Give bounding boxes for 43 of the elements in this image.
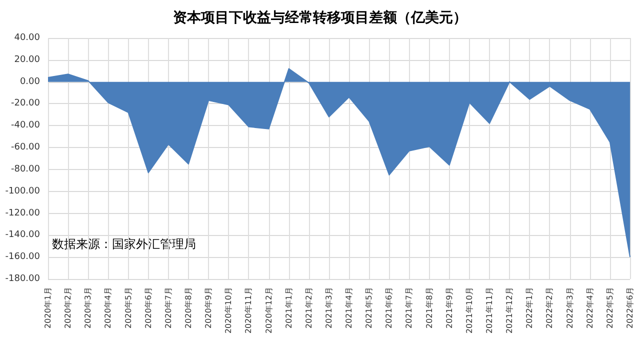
x-tick-label: 2022年2月 [545, 287, 554, 328]
chart-title: 资本项目下收益与经常转移项目差额（亿美元） [173, 9, 467, 26]
x-tick-label: 2020年2月 [64, 287, 73, 328]
x-tick-label: 2020年10月 [224, 287, 234, 334]
x-tick-label: 2022年6月 [626, 287, 634, 328]
x-tick-label: 2020年3月 [84, 287, 93, 328]
x-tick-label: 2022年1月 [525, 287, 534, 328]
x-tick-label: 2022年3月 [565, 287, 574, 328]
x-tick-label: 2022年5月 [605, 287, 614, 328]
x-tick-label: 2020年9月 [204, 287, 214, 328]
x-tick-label: 2021年9月 [444, 287, 454, 328]
y-tick-label: -160.00 [5, 252, 40, 262]
x-tick-label: 2021年2月 [304, 287, 314, 328]
x-tick-label: 2020年11月 [244, 287, 254, 334]
x-tick-label: 2021年12月 [505, 287, 514, 334]
y-tick-label: 40.00 [14, 33, 40, 43]
x-tick-label: 2020年7月 [164, 287, 173, 328]
y-tick-label: -20.00 [10, 98, 40, 109]
y-tick-label: 20.00 [14, 54, 40, 65]
x-tick-label: 2021年11月 [485, 287, 494, 334]
x-tick-label: 2020年4月 [104, 287, 113, 328]
x-tick-label: 2020年1月 [44, 287, 52, 328]
y-tick-label: -40.00 [10, 120, 40, 131]
y-tick-label: -180.00 [5, 274, 40, 284]
y-tick-label: -140.00 [5, 230, 40, 240]
x-tick-label: 2021年6月 [384, 287, 394, 328]
x-tick-label: 2021年7月 [404, 287, 414, 328]
x-tick-label: 2021年5月 [364, 287, 374, 328]
x-tick-label: 2020年6月 [144, 287, 153, 328]
x-tick-label: 2021年8月 [424, 287, 434, 328]
x-tick-label: 2020年12月 [264, 287, 274, 334]
y-tick-label: 0.00 [20, 76, 40, 87]
x-tick-label: 2020年8月 [184, 287, 193, 328]
y-tick-label: -120.00 [5, 208, 40, 218]
y-tick-label: -80.00 [10, 164, 40, 174]
x-tick-label: 2022年4月 [585, 287, 594, 328]
x-tick-label: 2020年5月 [124, 287, 133, 328]
y-tick-label: -60.00 [10, 142, 40, 153]
x-tick-label: 2021年1月 [284, 287, 294, 328]
x-tick-label: 2021年4月 [344, 287, 354, 328]
x-tick-label: 2021年3月 [324, 287, 334, 328]
x-tick-label: 2021年10月 [464, 287, 474, 334]
y-tick-label: -100.00 [5, 186, 40, 196]
